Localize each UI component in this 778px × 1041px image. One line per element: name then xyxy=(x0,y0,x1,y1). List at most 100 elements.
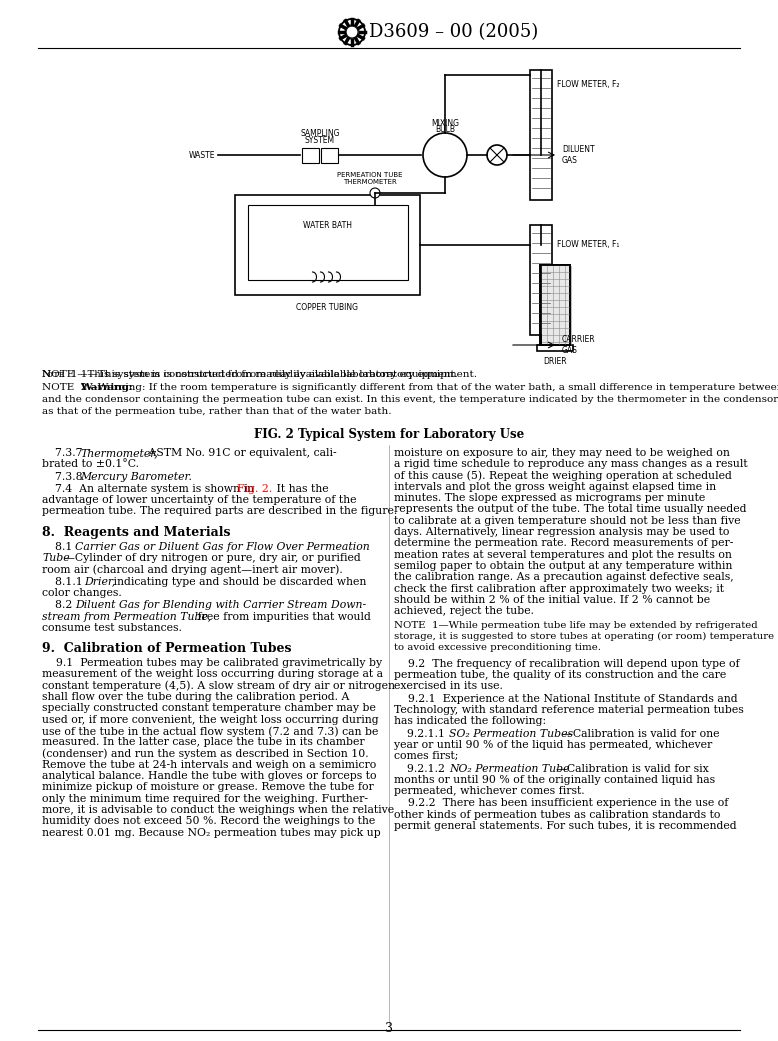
Text: PERMEATION TUBE: PERMEATION TUBE xyxy=(337,172,403,178)
Text: 9.2.1.2: 9.2.1.2 xyxy=(407,764,452,773)
Text: to calibrate at a given temperature should not be less than five: to calibrate at a given temperature shou… xyxy=(394,515,741,526)
Text: constant temperature (4,5). A slow stream of dry air or nitrogen: constant temperature (4,5). A slow strea… xyxy=(42,681,395,691)
Text: SAMPLING: SAMPLING xyxy=(300,129,340,138)
Text: minutes. The slope expressed as micrograms per minute: minutes. The slope expressed as microgra… xyxy=(394,493,705,503)
Text: 3: 3 xyxy=(385,1022,393,1035)
Text: stream from Permeation Tube,: stream from Permeation Tube, xyxy=(42,612,212,621)
Text: a rigid time schedule to reproduce any mass changes as a result: a rigid time schedule to reproduce any m… xyxy=(394,459,748,469)
Text: comes first;: comes first; xyxy=(394,752,458,761)
Text: Tube: Tube xyxy=(42,553,69,563)
Text: WATER BATH: WATER BATH xyxy=(303,221,352,229)
Text: ᴏᴛᴇ  1—This system is constructed from readily available laboratory equipment.: ᴏᴛᴇ 1—This system is constructed from re… xyxy=(47,370,457,379)
Text: 7.3.7: 7.3.7 xyxy=(55,448,89,458)
Text: —Calibration is valid for one: —Calibration is valid for one xyxy=(562,729,720,739)
Text: Thermometer,: Thermometer, xyxy=(80,448,158,458)
Bar xyxy=(302,148,319,163)
Text: Mercury Barometer.: Mercury Barometer. xyxy=(80,472,192,482)
Text: Carrier Gas or Diluent Gas for Flow Over Permeation: Carrier Gas or Diluent Gas for Flow Over… xyxy=(75,541,370,552)
Bar xyxy=(530,70,552,200)
Text: WASTE: WASTE xyxy=(188,151,215,159)
Text: specially constructed constant temperature chamber may be: specially constructed constant temperatu… xyxy=(42,704,376,713)
Text: DRIER: DRIER xyxy=(543,357,567,366)
Bar xyxy=(248,205,408,280)
Text: 9.2.1  Experience at the National Institute of Standards and: 9.2.1 Experience at the National Institu… xyxy=(394,693,738,704)
Text: 7.4  An alternate system is shown in: 7.4 An alternate system is shown in xyxy=(55,484,258,493)
Bar xyxy=(540,265,570,345)
Text: NOTE  2—Warning: If the room temperature is significantly different from that of: NOTE 2—Warning: If the room temperature … xyxy=(42,383,778,416)
Text: FLOW METER, F₂: FLOW METER, F₂ xyxy=(557,80,619,90)
Text: more, it is advisable to conduct the weighings when the relative: more, it is advisable to conduct the wei… xyxy=(42,805,394,815)
Text: permit general statements. For such tubes, it is recommended: permit general statements. For such tube… xyxy=(394,821,737,831)
Text: —Calibration is valid for six: —Calibration is valid for six xyxy=(556,764,709,773)
Text: NOTE  1—This system is constructed from readily available laboratory equipment.: NOTE 1—This system is constructed from r… xyxy=(42,370,477,379)
Text: ASTM No. 91C or equivalent, cali-: ASTM No. 91C or equivalent, cali- xyxy=(145,448,337,458)
Text: permeated, whichever comes first.: permeated, whichever comes first. xyxy=(394,786,584,796)
Text: FLOW METER, F₁: FLOW METER, F₁ xyxy=(557,240,619,250)
Text: 9.2.1.1: 9.2.1.1 xyxy=(407,729,452,739)
Text: color changes.: color changes. xyxy=(42,588,121,598)
Text: Warning:: Warning: xyxy=(80,383,133,392)
Text: 9.2  The frequency of recalibration will depend upon type of: 9.2 The frequency of recalibration will … xyxy=(394,659,740,669)
Text: should be within 2 % of the initial value. If 2 % cannot be: should be within 2 % of the initial valu… xyxy=(394,594,710,605)
Text: N: N xyxy=(42,370,51,379)
Text: measurement of the weight loss occurring during storage at a: measurement of the weight loss occurring… xyxy=(42,669,383,680)
Text: BULB: BULB xyxy=(435,125,455,134)
Text: 8.2: 8.2 xyxy=(55,601,79,610)
Text: consume test substances.: consume test substances. xyxy=(42,623,182,633)
Text: exercised in its use.: exercised in its use. xyxy=(394,682,503,691)
Text: to avoid excessive preconditioning time.: to avoid excessive preconditioning time. xyxy=(394,643,601,652)
Text: intervals and plot the gross weight against elapsed time in: intervals and plot the gross weight agai… xyxy=(394,482,716,492)
Text: MIXING: MIXING xyxy=(431,119,459,128)
Text: minimize pickup of moisture or grease. Remove the tube for: minimize pickup of moisture or grease. R… xyxy=(42,783,373,792)
Text: used or, if more convenient, the weight loss occurring during: used or, if more convenient, the weight … xyxy=(42,715,379,725)
Text: 9.2.2  There has been insufficient experience in the use of: 9.2.2 There has been insufficient experi… xyxy=(394,798,728,809)
Text: check the first calibration after approximately two weeks; it: check the first calibration after approx… xyxy=(394,584,724,593)
Text: indicating type and should be discarded when: indicating type and should be discarded … xyxy=(110,577,366,587)
Text: year or until 90 % of the liquid has permeated, whichever: year or until 90 % of the liquid has per… xyxy=(394,740,712,750)
Text: permeation tube, the quality of its construction and the care: permeation tube, the quality of its cons… xyxy=(394,670,726,680)
Text: It has the: It has the xyxy=(273,484,328,493)
Text: determine the permeation rate. Record measurements of per-: determine the permeation rate. Record me… xyxy=(394,538,734,549)
Circle shape xyxy=(487,145,507,166)
Text: free from impurities that would: free from impurities that would xyxy=(194,612,371,621)
Text: storage, it is suggested to store tubes at operating (or room) temperature: storage, it is suggested to store tubes … xyxy=(394,632,774,641)
Text: achieved, reject the tube.: achieved, reject the tube. xyxy=(394,606,534,616)
Text: advantage of lower uncertainty of the temperature of the: advantage of lower uncertainty of the te… xyxy=(42,496,356,505)
Text: COPPER TUBING: COPPER TUBING xyxy=(296,303,359,312)
Text: 8.1: 8.1 xyxy=(55,541,79,552)
Text: FIG. 2 Typical System for Laboratory Use: FIG. 2 Typical System for Laboratory Use xyxy=(254,428,524,441)
Text: use of the tube in the actual flow system (7.2 and 7.3) can be: use of the tube in the actual flow syste… xyxy=(42,726,378,737)
Text: DILUENT
GAS: DILUENT GAS xyxy=(562,145,594,166)
Text: 8.  Reagents and Materials: 8. Reagents and Materials xyxy=(42,526,230,539)
Bar xyxy=(540,265,570,345)
Text: 9.1  Permeation tubes may be calibrated gravimetrically by: 9.1 Permeation tubes may be calibrated g… xyxy=(42,658,382,668)
Text: THERMOMETER: THERMOMETER xyxy=(343,179,397,185)
Text: (condenser) and run the system as described in Section 10.: (condenser) and run the system as descri… xyxy=(42,748,369,759)
Bar xyxy=(530,225,552,335)
Text: D3609 – 00 (2005): D3609 – 00 (2005) xyxy=(369,23,538,41)
Text: Diluent Gas for Blending with Carrier Stream Down-: Diluent Gas for Blending with Carrier St… xyxy=(75,601,366,610)
Text: Technology, with standard reference material permeation tubes: Technology, with standard reference mate… xyxy=(394,705,744,715)
Text: meation rates at several temperatures and plot the results on: meation rates at several temperatures an… xyxy=(394,550,732,560)
Text: SYSTEM: SYSTEM xyxy=(305,136,335,145)
Text: 7.3.8: 7.3.8 xyxy=(55,472,89,482)
Text: the calibration range. As a precaution against defective seals,: the calibration range. As a precaution a… xyxy=(394,573,734,582)
Text: months or until 90 % of the originally contained liquid has: months or until 90 % of the originally c… xyxy=(394,775,715,785)
Text: Fig. 2.: Fig. 2. xyxy=(237,484,272,493)
Text: has indicated the following:: has indicated the following: xyxy=(394,716,546,727)
Bar xyxy=(321,148,338,163)
Text: semilog paper to obtain the output at any temperature within: semilog paper to obtain the output at an… xyxy=(394,561,732,572)
Text: shall flow over the tube during the calibration period. A: shall flow over the tube during the cali… xyxy=(42,692,349,702)
Text: permeation tube. The required parts are described in the figure.: permeation tube. The required parts are … xyxy=(42,507,398,516)
Circle shape xyxy=(370,188,380,198)
Text: SO₂ Permeation Tubes: SO₂ Permeation Tubes xyxy=(449,729,573,739)
Text: analytical balance. Handle the tube with gloves or forceps to: analytical balance. Handle the tube with… xyxy=(42,771,377,781)
Text: only the minimum time required for the weighing. Further-: only the minimum time required for the w… xyxy=(42,794,368,804)
Text: days. Alternatively, linear regression analysis may be used to: days. Alternatively, linear regression a… xyxy=(394,527,729,537)
Bar xyxy=(235,195,420,295)
Text: 9.  Calibration of Permeation Tubes: 9. Calibration of Permeation Tubes xyxy=(42,642,292,655)
Text: room air (charcoal and drying agent—inert air mover).: room air (charcoal and drying agent—iner… xyxy=(42,564,343,575)
Text: Drier,: Drier, xyxy=(84,577,115,587)
Text: nearest 0.01 mg. Because NO₂ permeation tubes may pick up: nearest 0.01 mg. Because NO₂ permeation … xyxy=(42,828,380,838)
Text: NOTE  1—While permeation tube life may be extended by refrigerated: NOTE 1—While permeation tube life may be… xyxy=(394,621,758,631)
